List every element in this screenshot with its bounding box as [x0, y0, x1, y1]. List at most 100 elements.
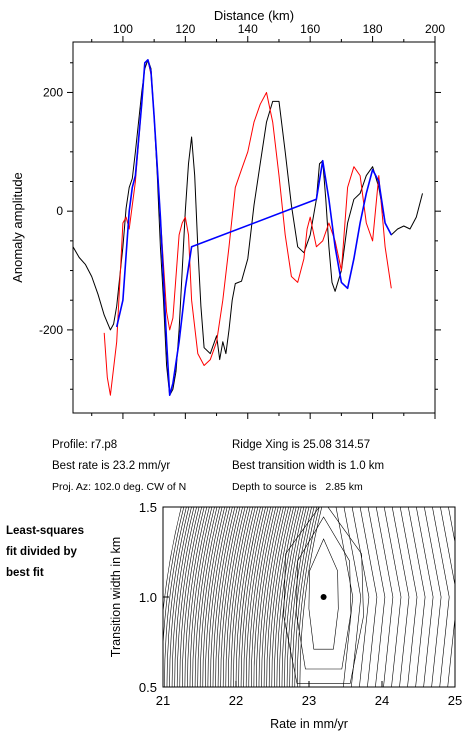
contour-line	[256, 507, 279, 687]
contour-line	[383, 507, 402, 687]
contour-line	[308, 538, 339, 650]
best-width-text: Best transition width is 1.0 km	[232, 460, 385, 472]
contour-line	[202, 507, 225, 687]
contour-line	[176, 507, 200, 687]
contour-line	[230, 507, 254, 687]
contour-line	[207, 507, 231, 687]
contour-line	[448, 507, 455, 544]
y-tick-label: 1.5	[139, 500, 157, 515]
x-tick-label: 180	[363, 22, 383, 36]
x-tick-label: 200	[425, 22, 445, 36]
contour-line	[271, 507, 294, 687]
contour-line	[240, 507, 264, 687]
y-tick-label: 200	[43, 85, 63, 99]
contour-line	[343, 507, 362, 687]
y-tick-label: 0	[56, 204, 63, 218]
contour-line	[245, 507, 269, 687]
contour-line	[250, 507, 274, 687]
x-axis-title: Rate in mm/yr	[270, 717, 348, 731]
contour-line	[440, 507, 455, 687]
contour-line	[391, 507, 410, 687]
contour-line	[184, 507, 208, 687]
contour-line	[220, 507, 243, 687]
contour-line	[192, 507, 215, 687]
contour-line	[243, 507, 266, 687]
best-rate-text: Best rate is 23.2 mm/yr	[52, 460, 171, 472]
y-tick-label: 0.5	[139, 680, 157, 695]
contour-line	[197, 507, 220, 687]
contour-lines	[163, 507, 467, 687]
contour-line	[432, 507, 450, 687]
contour-line	[248, 507, 271, 687]
y-axis-title: Transition width in km	[109, 537, 123, 657]
contour-line	[416, 507, 434, 687]
x-tick-label: 100	[113, 22, 133, 36]
contour-line	[399, 507, 418, 687]
contour-line	[174, 507, 197, 687]
contour-line	[284, 507, 307, 687]
contour-line	[210, 507, 233, 687]
contour-line	[222, 507, 246, 687]
side-note-line: Least-squares	[6, 525, 84, 537]
x-tick-label: 24	[375, 693, 389, 708]
y-axis-title: Anomaly amplitude	[10, 172, 25, 283]
contour-line	[266, 507, 289, 687]
contour-line	[238, 507, 261, 687]
series-line	[103, 59, 392, 396]
contour-line	[253, 507, 277, 687]
contour-line	[273, 507, 297, 687]
plot-frame	[72, 41, 436, 414]
contour-line	[194, 507, 218, 687]
contour-line	[351, 507, 370, 687]
contour-line	[187, 507, 210, 687]
proj-az-text: Proj. Az: 102.0 deg. CW of N	[52, 481, 187, 493]
y-tick-label: -200	[39, 323, 63, 337]
profile-text: Profile: r7.p8	[52, 439, 118, 451]
contour-line	[289, 507, 312, 687]
contour-line	[189, 507, 213, 687]
contour-line	[276, 507, 300, 687]
x-tick-label: 22	[229, 693, 243, 708]
contour-line	[225, 507, 248, 687]
contour-line	[408, 507, 426, 687]
contour-line	[181, 507, 205, 687]
contour-line	[169, 507, 192, 687]
contour-line	[263, 507, 287, 687]
contour-line	[258, 507, 282, 687]
anomaly-profile-chart: 100 120 140 160 180 200 200 0 -200 Distance (km) A…	[10, 8, 445, 419]
contour-line	[281, 507, 305, 687]
ridge-xing-text: Ridge Xing is 25.08 314.57	[232, 439, 371, 451]
contour-line	[294, 507, 317, 687]
contour-line	[164, 507, 187, 687]
contour-line	[457, 507, 467, 687]
contour-line	[335, 507, 354, 687]
series-line	[72, 59, 423, 396]
contour-line	[179, 507, 202, 687]
x-tick-label: 21	[156, 693, 170, 708]
contour-line	[295, 516, 352, 670]
contour-line	[233, 507, 256, 687]
side-note-line: fit divided by	[6, 546, 77, 558]
x-tick-label: 120	[175, 22, 195, 36]
best-fit-marker	[320, 594, 327, 600]
contour-line	[375, 507, 394, 687]
contour-line	[227, 507, 251, 687]
contour-line	[217, 507, 241, 687]
side-note: Least-squares fit divided by best fit	[6, 521, 84, 584]
contour-line	[359, 507, 378, 687]
contour-line	[215, 507, 238, 687]
depth-text: Depth to source is 2.85 km	[232, 481, 363, 493]
contour-line	[291, 507, 315, 687]
contour-line	[299, 507, 323, 687]
contour-line	[268, 507, 292, 687]
contour-line	[204, 507, 228, 687]
contour-line	[283, 507, 364, 684]
x-tick-label: 160	[300, 22, 320, 36]
contour-line	[261, 507, 284, 687]
contour-line	[199, 507, 223, 687]
contour-line	[166, 507, 190, 687]
side-note-line: best fit	[6, 567, 44, 579]
contour-line	[296, 507, 320, 687]
contour-line	[367, 507, 386, 687]
